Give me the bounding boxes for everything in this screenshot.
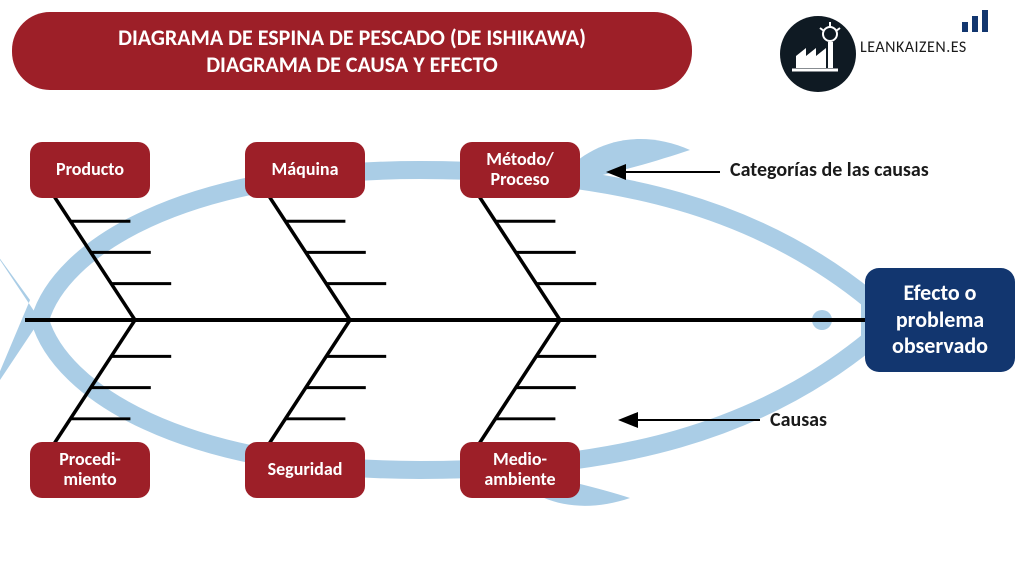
title-line-1: DIAGRAMA DE ESPINA DE PESCADO (DE ISHIKA… xyxy=(118,24,586,52)
logo-text: LEANKAIZEN.ES xyxy=(860,38,967,57)
title-banner: DIAGRAMA DE ESPINA DE PESCADO (DE ISHIKA… xyxy=(12,12,692,90)
annotation-text: Categorías de las causas xyxy=(730,158,929,182)
cause-box-top: Método/ Proceso xyxy=(460,142,580,198)
title-line-2: DIAGRAMA DE CAUSA Y EFECTO xyxy=(206,51,498,79)
cause-box-bottom: Medio- ambiente xyxy=(460,442,580,498)
effect-box: Efecto o problema observado xyxy=(865,268,1015,372)
cause-box-bottom: Seguridad xyxy=(245,442,365,498)
cause-box-bottom: Procedi- miento xyxy=(30,442,150,498)
annotation-text: Causas xyxy=(770,408,827,432)
cause-box-top: Máquina xyxy=(245,142,365,198)
cause-box-top: Producto xyxy=(30,142,150,198)
